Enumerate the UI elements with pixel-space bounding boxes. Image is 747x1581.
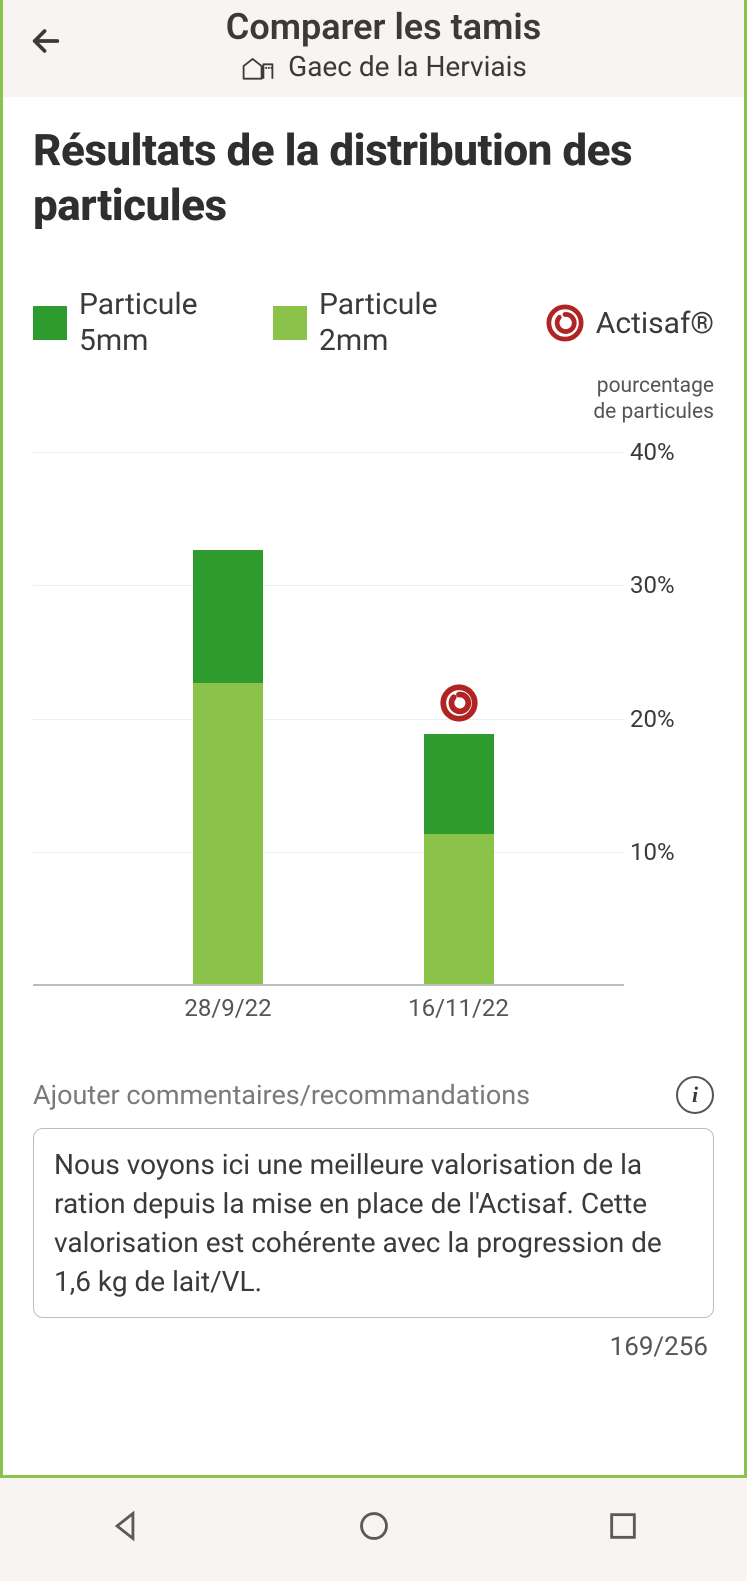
bar-segment-5mm xyxy=(193,550,263,684)
y-axis-label: pourcentagede particules xyxy=(33,373,714,426)
header-title: Comparer les tamis xyxy=(226,6,541,48)
x-tick-label: 16/11/22 xyxy=(408,994,509,1022)
legend-label-2mm: Particule2mm xyxy=(319,287,438,359)
gridline xyxy=(33,719,624,720)
particle-distribution-chart: 10%20%30%40%28/9/2216/11/22 xyxy=(33,452,714,1048)
info-button[interactable]: i xyxy=(676,1076,714,1114)
comments-label: Ajouter commentaires/recommandations xyxy=(33,1079,530,1111)
y-tick-label: 30% xyxy=(630,571,714,599)
x-tick-label: 28/9/22 xyxy=(184,994,271,1022)
actisaf-marker xyxy=(438,682,480,728)
bar-segment-2mm xyxy=(193,683,263,983)
bar-group xyxy=(424,734,494,984)
gridline xyxy=(33,852,624,853)
page-title: Résultats de la distribution des particu… xyxy=(33,123,714,233)
app-header: Comparer les tamis Gaec de la Herviais xyxy=(3,0,744,97)
comments-textarea[interactable]: Nous voyons ici une meilleure valorisati… xyxy=(33,1128,714,1319)
legend-swatch-5mm xyxy=(33,306,67,340)
bar-segment-2mm xyxy=(424,834,494,984)
arrow-left-icon xyxy=(29,24,63,58)
actisaf-spiral-icon xyxy=(546,304,584,342)
legend-label-actisaf: Actisaf® xyxy=(596,306,714,341)
legend-label-5mm: Particule5mm xyxy=(79,287,198,359)
nav-home-button[interactable] xyxy=(357,1509,391,1547)
chart-legend: Particule5mm Particule2mm Actisaf® xyxy=(33,287,714,359)
nav-recent-button[interactable] xyxy=(606,1509,640,1547)
gridline xyxy=(33,585,624,586)
gridline xyxy=(33,452,624,453)
character-count: 169/256 xyxy=(33,1332,714,1362)
y-tick-label: 40% xyxy=(630,438,714,466)
header-subtitle: Gaec de la Herviais xyxy=(288,50,527,83)
legend-swatch-2mm xyxy=(273,306,307,340)
y-tick-label: 20% xyxy=(630,705,714,733)
farm-icon xyxy=(240,53,276,81)
bar-segment-5mm xyxy=(424,734,494,834)
header-subtitle-row: Gaec de la Herviais xyxy=(240,50,527,83)
bar-group xyxy=(193,550,263,984)
back-button[interactable] xyxy=(21,20,71,69)
nav-back-button[interactable] xyxy=(108,1509,142,1547)
actisaf-spiral-icon xyxy=(438,682,480,724)
system-nav-bar xyxy=(0,1478,747,1578)
y-tick-label: 10% xyxy=(630,838,714,866)
